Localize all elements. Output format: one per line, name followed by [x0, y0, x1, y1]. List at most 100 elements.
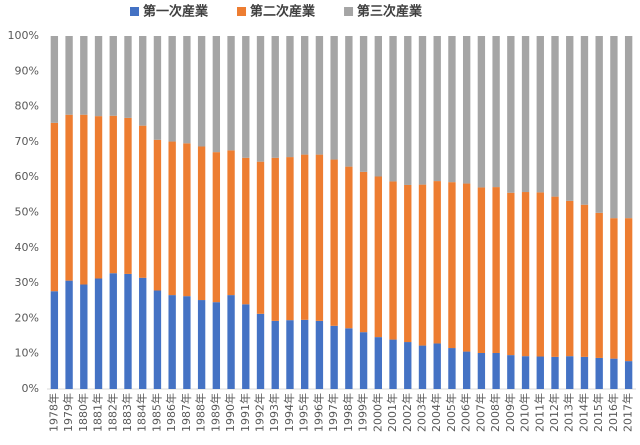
- x-tick-label: 2008年: [488, 393, 502, 432]
- bar-segment: [433, 343, 441, 389]
- x-tick-label: 1992年: [253, 393, 267, 432]
- bar-segment: [418, 184, 427, 346]
- bar-segment: [153, 36, 162, 140]
- bar-segment: [566, 200, 574, 357]
- bar-segment: [345, 166, 353, 329]
- bar-segment: [374, 176, 382, 338]
- bar-segment: [389, 36, 397, 182]
- legend-swatch: [130, 7, 139, 16]
- bar-segment: [404, 36, 412, 185]
- bar-segment: [462, 36, 471, 184]
- bar-segment: [80, 114, 88, 285]
- bar-segment: [433, 36, 441, 182]
- bar-segment: [595, 212, 603, 358]
- bar-segment: [359, 332, 368, 389]
- bar-segment: [50, 122, 59, 292]
- bar-segment: [65, 36, 73, 115]
- bar-segment: [345, 36, 353, 167]
- x-tick-label: 2003年: [414, 393, 428, 432]
- y-tick-label: 70%: [15, 135, 39, 148]
- bar-segment: [492, 352, 500, 389]
- x-tick-label: 1978年: [46, 393, 60, 432]
- x-tick-label: 1884年: [135, 393, 149, 432]
- x-tick-label: 1995年: [297, 393, 311, 432]
- bar-segment: [462, 351, 471, 389]
- bar-segment: [227, 150, 235, 296]
- bar-segment: [389, 181, 397, 340]
- bar-segment: [418, 345, 427, 389]
- bar-segment: [345, 328, 353, 389]
- bar-segment: [65, 280, 73, 389]
- bar-segment: [65, 114, 73, 281]
- x-tick-label: 2016年: [606, 393, 620, 432]
- y-tick-label: 50%: [15, 206, 39, 219]
- bar-segment: [139, 277, 147, 389]
- bar-segment: [610, 36, 618, 219]
- bar-segment: [359, 171, 368, 333]
- bar-segment: [551, 36, 559, 197]
- x-tick-label: 2014年: [576, 393, 590, 432]
- bar-segment: [242, 157, 250, 305]
- x-tick-label: 1991年: [238, 393, 252, 432]
- bar-segment: [286, 320, 294, 389]
- bar-segment: [536, 192, 544, 357]
- bar-segment: [139, 36, 147, 126]
- x-tick-label: 2006年: [459, 393, 473, 432]
- x-tick-label: 1985年: [149, 393, 163, 432]
- bar-segment: [566, 36, 574, 201]
- bar-segment: [256, 313, 265, 389]
- bar-segment: [271, 320, 279, 389]
- bar-segment: [50, 36, 59, 123]
- x-tick-label: 1882年: [105, 393, 119, 432]
- bar-segment: [197, 36, 206, 147]
- bar-segment: [315, 154, 324, 321]
- bar-segment: [139, 125, 147, 278]
- bar-segment: [404, 184, 412, 343]
- legend-swatch: [344, 7, 354, 16]
- legend-label: 第三次産業: [357, 4, 423, 20]
- x-tick-label: 1998年: [341, 393, 355, 432]
- legend-label: 第二次産業: [250, 4, 316, 20]
- x-tick-label: 2007年: [473, 393, 487, 432]
- bar-segment: [168, 295, 176, 389]
- y-tick-label: 90%: [15, 64, 39, 77]
- y-tick-label: 40%: [15, 241, 39, 254]
- x-tick-label: 2009年: [503, 393, 517, 432]
- bar-segment: [109, 273, 117, 389]
- bar-segment: [153, 290, 162, 389]
- bar-segment: [448, 348, 456, 389]
- bar-segment: [315, 320, 324, 389]
- bar-segment: [330, 159, 338, 326]
- x-tick-label: 1986年: [164, 393, 178, 432]
- y-tick-label: 100%: [8, 29, 39, 42]
- x-tick-label: 1987年: [179, 393, 193, 432]
- bar-segment: [624, 218, 633, 362]
- bar-segment: [94, 36, 103, 117]
- bar-segment: [359, 36, 368, 172]
- y-tick-label: 80%: [15, 100, 39, 113]
- bar-segment: [566, 356, 574, 389]
- bar-segment: [183, 296, 191, 389]
- bar-segment: [153, 139, 162, 291]
- bar-segment: [404, 342, 412, 389]
- bar-segment: [330, 325, 338, 389]
- x-tick-label: 2002年: [400, 393, 414, 432]
- bar-segment: [315, 36, 324, 155]
- bar-segment: [168, 36, 176, 142]
- bar-segment: [94, 116, 103, 279]
- x-tick-label: 1997年: [326, 393, 340, 432]
- x-tick-label: 1996年: [311, 393, 325, 432]
- bar-segment: [227, 36, 235, 151]
- x-tick-label: 2015年: [591, 393, 605, 432]
- bar-segment: [242, 36, 250, 158]
- bar-segment: [50, 291, 59, 389]
- bar-segment: [124, 117, 132, 274]
- bar-segment: [286, 157, 294, 321]
- bar-segment: [536, 36, 544, 193]
- bar-segment: [624, 36, 633, 219]
- bar-segment: [389, 339, 397, 389]
- bar-segment: [227, 295, 235, 389]
- bar-segment: [109, 36, 117, 116]
- x-tick-label: 1881年: [91, 393, 105, 432]
